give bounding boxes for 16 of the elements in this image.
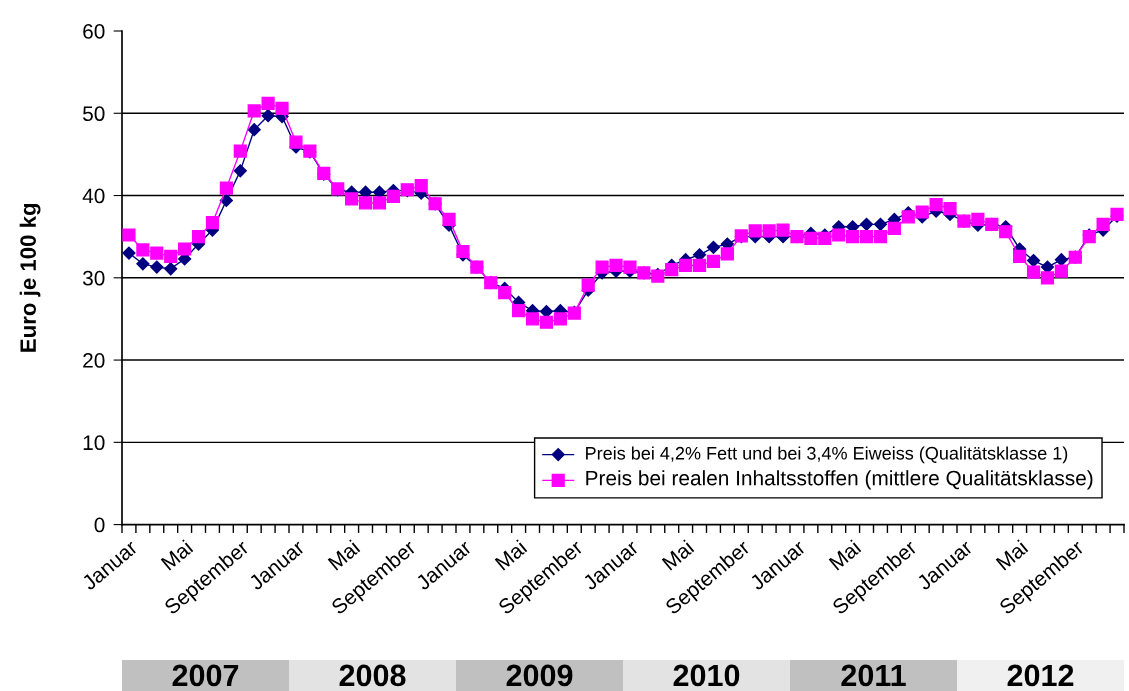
y-tick-label: 60 [83, 24, 105, 39]
y-tick-label: 30 [82, 270, 105, 286]
text: 2011 [841, 664, 906, 687]
text: 2008 [339, 664, 406, 687]
legend-label: Preis bei realen Inhaltsstoffen (mittlere Qualitätsklasse) [586, 470, 1093, 490]
text: 2009 [506, 664, 573, 687]
y-axis-title: Euro je 100 kg [19, 203, 41, 352]
text: 2010 [673, 664, 740, 687]
y-tick-label: 0 [94, 517, 105, 533]
legend-label: Preis bei 4,2% Fett und bei 3,4% Eiweiss (Qualitätsklasse 1) [586, 446, 1068, 464]
y-tick-label: 40 [82, 188, 105, 204]
y-tick-label: 50 [83, 106, 105, 122]
y-tick-label: 20 [83, 353, 105, 368]
y-tick-label: 10 [83, 435, 105, 451]
text: 2012 [1007, 664, 1074, 687]
text: 2007 [172, 664, 239, 687]
